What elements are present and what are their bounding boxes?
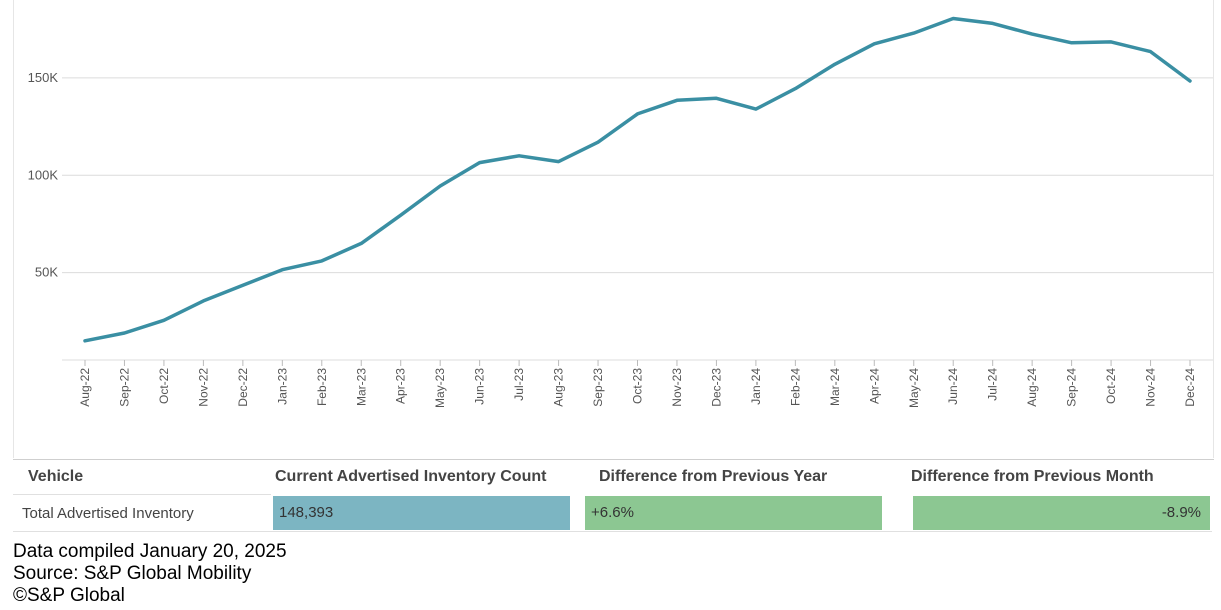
x-tick-label: Nov-24 [1144,368,1158,407]
x-tick-label: Apr-23 [394,368,408,404]
x-tick-label: Nov-23 [670,368,684,407]
x-tick-label: May-23 [433,368,447,408]
x-tick-label: Nov-22 [196,368,210,407]
x-tick-label: Jul-23 [512,368,526,401]
compiled-date: Data compiled January 20, 2025 [13,541,287,562]
cell-diff-prev-month: -8.9% [913,496,1210,530]
footer-notes: Data compiled January 20, 2025 Source: S… [13,541,287,607]
x-tick-label: Jan-23 [275,368,289,405]
header-diff-prev-year: Difference from Previous Year [599,468,828,485]
copyright-note: ©S&P Global [13,585,125,606]
x-tick-label: Sep-23 [591,368,605,407]
source-note: Source: S&P Global Mobility [13,563,252,584]
x-tick-label: Sep-22 [117,368,131,407]
x-tick-label: May-24 [907,368,921,408]
x-tick-label: Mar-24 [828,368,842,406]
x-tick-label: Oct-22 [157,368,171,404]
header-diff-prev-month: Difference from Previous Month [911,468,1154,485]
cell-diff-prev-year: +6.6% [585,496,882,530]
x-tick-label: Jan-24 [749,368,763,405]
x-tick-label: Apr-24 [867,368,881,404]
chart-area: 50K 100K 150K Aug-22 Sep-22 Oct-22 Nov-22 Dec-… [13,0,1214,458]
x-tick-label: Feb-24 [788,368,802,406]
y-tick-label: 50K [35,265,58,280]
x-tick-label: Dec-22 [236,368,250,407]
cell-current-count: 148,393 [273,496,570,530]
x-tick-label: Aug-22 [78,368,92,407]
header-current-count: Current Advertised Inventory Count [275,468,547,485]
summary-table: Vehicle Current Advertised Inventory Cou… [13,459,1214,532]
x-tick-label: Dec-24 [1183,368,1197,407]
x-tick-label: Oct-24 [1104,368,1118,404]
header-vehicle: Vehicle [28,468,84,485]
row-divider [13,494,271,495]
x-tick-label: Jun-24 [946,368,960,405]
y-tick-label: 150K [28,70,59,85]
x-tick-label: Jul-24 [986,368,1000,401]
x-tick-label: Aug-24 [1025,368,1039,407]
row-label-vehicle: Total Advertised Inventory [22,505,194,522]
x-tick-label: Sep-24 [1065,368,1079,407]
x-tick-label: Oct-23 [631,368,645,404]
x-tick-label: Jun-23 [473,368,487,405]
y-tick-label: 100K [28,167,59,182]
row-bottom-border [13,531,1212,532]
x-tick-label: Mar-23 [354,368,368,406]
x-tick-label: Aug-23 [552,368,566,407]
series-line-total-inventory [83,16,1192,343]
inventory-line-chart: 50K 100K 150K Aug-22 Sep-22 Oct-22 Nov-22 Dec-… [28,16,1213,408]
x-tick-label: Feb-23 [315,368,329,406]
x-tick-label: Dec-23 [709,368,723,407]
